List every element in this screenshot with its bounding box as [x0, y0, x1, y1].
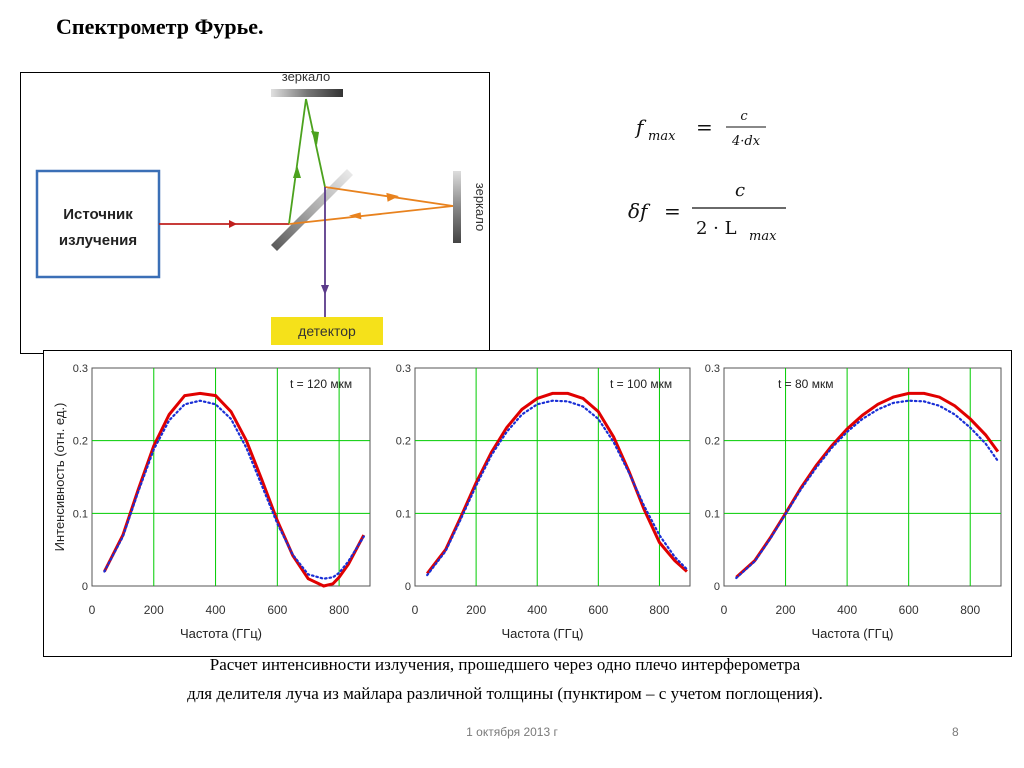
f-max-denominator: 4·dx	[731, 134, 761, 149]
source-label-line2: излучения	[59, 232, 137, 249]
top-mirror	[271, 89, 343, 97]
delta-f-denominator-subscript: max	[749, 229, 777, 244]
f-max-symbol: f	[634, 115, 647, 139]
footer-date: 1 октября 2013 г	[466, 725, 558, 739]
y-axis-label: Интенсивность (отн. ед.)	[52, 403, 67, 552]
y-tick-label: 0.2	[396, 436, 411, 448]
top-mirror-label: зеркало	[282, 73, 330, 84]
delta-f-symbol: δf	[628, 199, 651, 223]
y-tick-label: 0.3	[73, 363, 88, 375]
caption-line-2: для делителя луча из майлара различной т…	[187, 684, 823, 703]
x-tick-label: 800	[329, 603, 349, 617]
formulas-svg: f max = c 4·dx δf = c 2 · L max	[628, 109, 786, 244]
delta-f-equals: =	[664, 199, 681, 223]
x-tick-label: 600	[267, 603, 287, 617]
x-axis-label: Частота (ГГц)	[502, 626, 584, 641]
y-tick-label: 0.1	[396, 508, 411, 520]
y-tick-label: 0.1	[73, 508, 88, 520]
series-solid-chart-1	[103, 391, 366, 588]
series-solid-chart-2	[426, 391, 688, 575]
plots-svg: 0 200 400 600 800 0 0.1 0.2 0.3 t = 120 мкм Частот…	[52, 363, 1002, 641]
x-tick-label: 600	[899, 603, 919, 617]
source-box	[35, 169, 161, 279]
x-axis-label: Частота (ГГц)	[180, 626, 262, 641]
y-tick-label: 0.2	[705, 436, 720, 448]
x-tick-label: 400	[837, 603, 857, 617]
plots-frame: 0 200 400 600 800 0 0.1 0.2 0.3 t = 120 мкм Частот…	[43, 350, 1012, 657]
page-title: Спектрометр Фурье.	[56, 14, 264, 39]
delta-f-numerator: c	[735, 180, 745, 201]
y-tick-label: 0.1	[705, 508, 720, 520]
chart-annotation: t = 120 мкм	[290, 377, 352, 391]
y-tick-label: 0.3	[396, 363, 411, 375]
series-dotted-chart-1	[103, 399, 365, 580]
y-tick-label: 0	[82, 581, 88, 593]
beam-splitter	[271, 169, 353, 251]
right-mirror-label: зеркало	[473, 183, 488, 231]
f-max-subscript: max	[648, 129, 676, 144]
x-tick-label: 400	[527, 603, 547, 617]
y-tick-label: 0	[714, 581, 720, 593]
y-tick-label: 0.2	[73, 436, 88, 448]
x-tick-label: 200	[144, 603, 164, 617]
f-max-equals: =	[696, 115, 713, 139]
plot-area-2	[414, 367, 691, 587]
y-tick-label: 0	[405, 581, 411, 593]
x-tick-label: 800	[649, 603, 669, 617]
series-dotted-chart-2	[426, 399, 689, 577]
interferometer-diagram: Источник излучения зеркало зеркало детек…	[20, 72, 490, 354]
detector-box	[271, 317, 383, 345]
right-mirror	[453, 171, 461, 243]
detector-label: детектор	[298, 323, 356, 339]
source-label-line1: Источник	[63, 206, 133, 223]
x-tick-label: 200	[776, 603, 796, 617]
interferometer-svg: Источник излучения зеркало зеркало детек…	[35, 73, 488, 345]
x-tick-label: 200	[466, 603, 486, 617]
page-number: 8	[952, 725, 959, 739]
chart-annotation: t = 100 мкм	[610, 377, 672, 391]
series-dotted-chart-3	[735, 399, 1000, 580]
plot-area-3	[723, 367, 1002, 587]
formulas-block: f max = c 4·dx δf = c 2 · L max	[620, 100, 860, 260]
chart-annotation: t = 80 мкм	[778, 377, 833, 391]
x-tick-label: 0	[89, 603, 96, 617]
delta-f-denominator: 2 · L	[696, 218, 737, 239]
x-tick-label: 400	[206, 603, 226, 617]
y-tick-label: 0.3	[705, 363, 720, 375]
f-max-numerator: c	[740, 109, 748, 124]
x-tick-label: 0	[721, 603, 728, 617]
x-tick-label: 600	[588, 603, 608, 617]
x-tick-label: 800	[960, 603, 980, 617]
caption-line-1: Расчет интенсивности излучения, прошедше…	[209, 655, 801, 674]
plot-area-1	[91, 367, 371, 587]
x-axis-label: Частота (ГГц)	[812, 626, 894, 641]
x-tick-label: 0	[412, 603, 419, 617]
